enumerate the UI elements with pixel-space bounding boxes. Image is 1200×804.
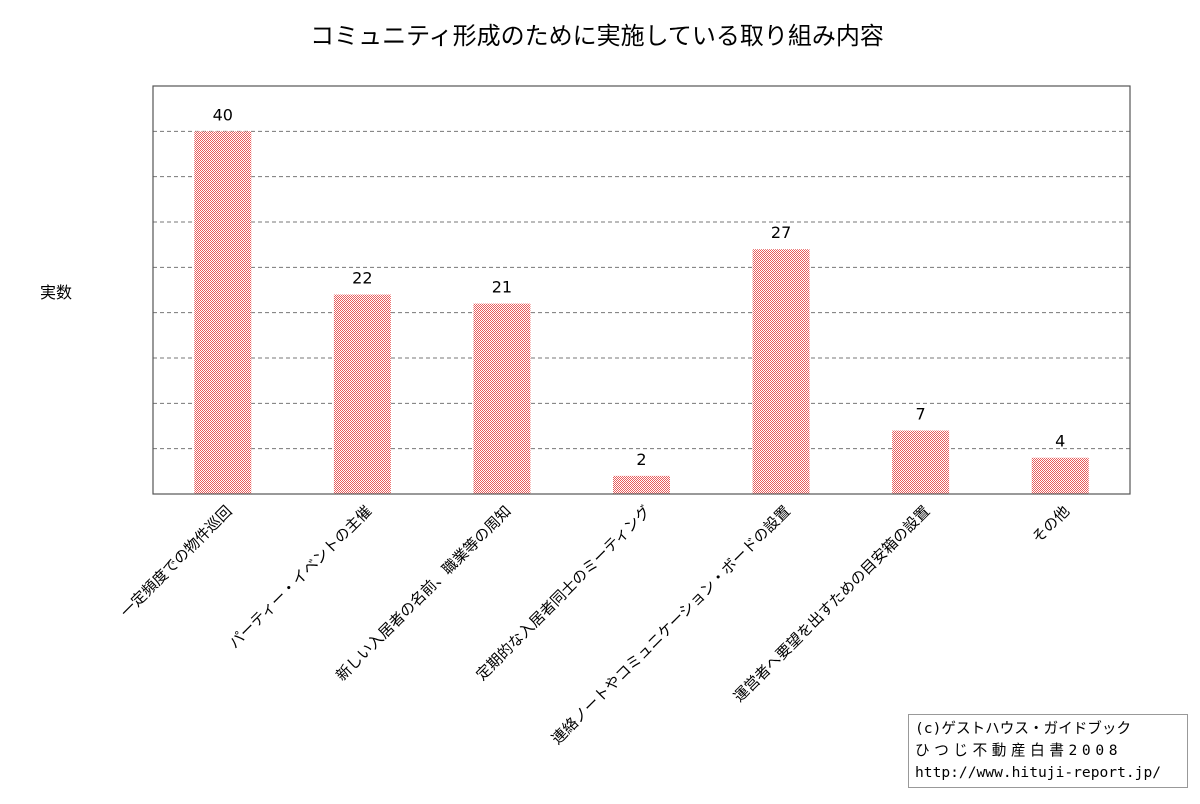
- data-label: 4: [1055, 432, 1065, 451]
- data-label: 40: [213, 105, 233, 124]
- bar: [1031, 457, 1089, 494]
- data-label: 21: [492, 278, 512, 297]
- bar: [333, 294, 391, 494]
- data-labels: 40 22 21 2 27 7 4: [213, 105, 1066, 469]
- bar: [473, 303, 531, 494]
- data-label: 7: [916, 405, 926, 424]
- bar: [752, 249, 810, 494]
- category-label: 連絡ノートやコミュニケーション・ボードの設置: [548, 502, 794, 748]
- category-label: その他: [1028, 502, 1073, 547]
- category-label: 一定頻度での物件巡回: [117, 502, 236, 621]
- gridlines: [153, 130, 1130, 450]
- credit-copyright: (c)ゲストハウス・ガイドブック: [915, 720, 1132, 737]
- y-axis-label: 実数: [40, 283, 72, 302]
- data-label: 27: [771, 223, 791, 242]
- credit-url: http://www.hituji-report.jp/: [915, 764, 1162, 781]
- plot-area-frame: [152, 85, 1131, 495]
- category-labels: 一定頻度での物件巡回パーティー・イベントの主催新しい入居者の名前、職業等の周知定…: [117, 502, 1073, 748]
- data-label: 2: [636, 450, 646, 469]
- bars: [194, 131, 1089, 495]
- bar: [892, 430, 950, 494]
- data-label: 22: [352, 269, 372, 288]
- chart-title: コミュニティ形成のために実施している取り組み内容: [310, 22, 884, 50]
- credit-publication: ひつじ不動産白書2008: [915, 742, 1123, 759]
- bar: [613, 475, 670, 494]
- category-label: パーティー・イベントの主催: [225, 502, 375, 652]
- credit-box: (c)ゲストハウス・ガイドブック ひつじ不動産白書2008 http://www…: [908, 714, 1188, 788]
- bar: [194, 131, 252, 495]
